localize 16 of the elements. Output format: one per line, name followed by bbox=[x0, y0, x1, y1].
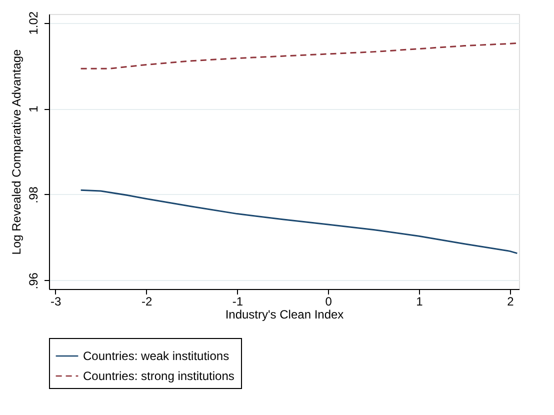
y-tick-label: .96 bbox=[26, 272, 40, 290]
x-tick-label: -2 bbox=[141, 294, 152, 308]
y-tick-label: .98 bbox=[26, 186, 40, 204]
legend-label: Countries: strong institutions bbox=[83, 369, 234, 383]
line-series bbox=[80, 42, 518, 70]
line-series bbox=[80, 189, 518, 254]
y-axis-title: Log Revealed Comparative Advantage bbox=[10, 48, 24, 255]
x-axis-title: Industry's Clean Index bbox=[225, 308, 344, 322]
legend-label: Countries: weak institutions bbox=[83, 349, 230, 363]
x-tick-label: -3 bbox=[50, 294, 62, 308]
y-tick-label: 1 bbox=[26, 105, 40, 112]
y-tick-label: 1.02 bbox=[26, 11, 40, 35]
x-tick-label: 2 bbox=[507, 294, 514, 308]
x-tick-label: 1 bbox=[416, 294, 424, 308]
x-tick-label: -1 bbox=[232, 294, 244, 308]
x-tick-label: 0 bbox=[325, 294, 332, 308]
